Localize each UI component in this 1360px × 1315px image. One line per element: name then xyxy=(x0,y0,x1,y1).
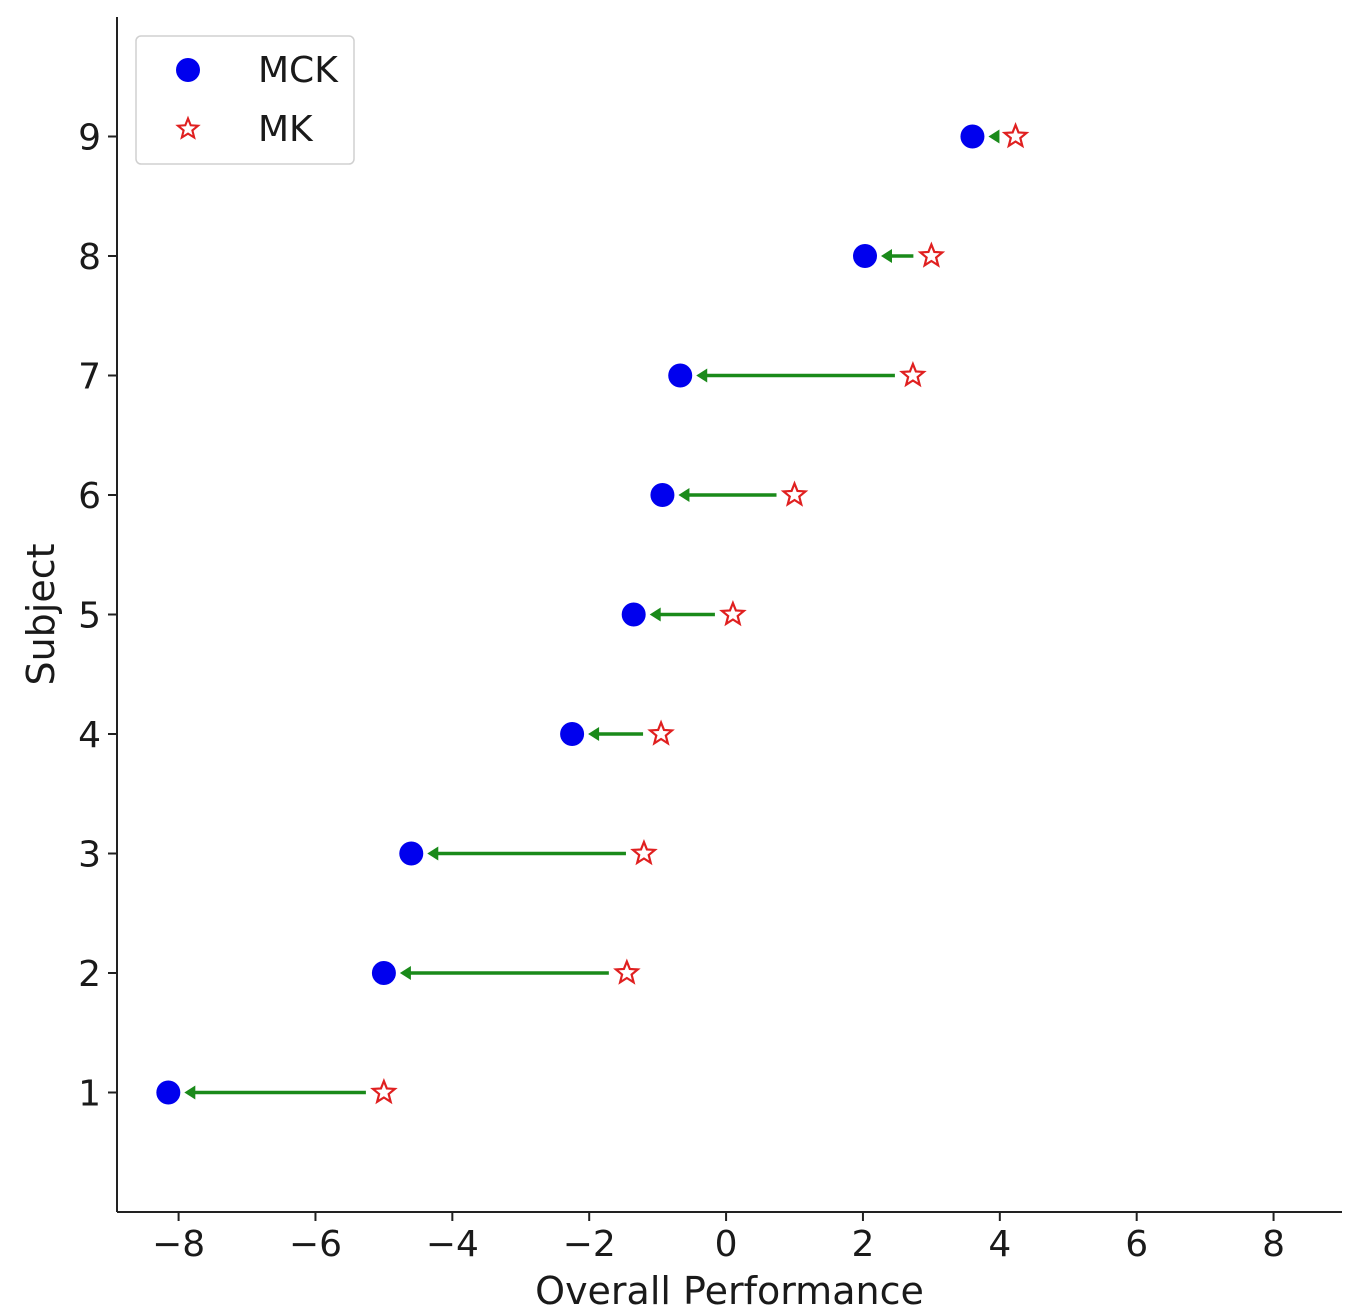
y-tick-label: 1 xyxy=(78,1074,101,1115)
legend-entry-mk: MK xyxy=(175,109,314,150)
arrow-subject-6 xyxy=(678,488,777,502)
point-mk-subject-4 xyxy=(647,719,675,746)
y-tick-label: 2 xyxy=(78,954,101,995)
point-mk-subject-8 xyxy=(917,241,946,268)
point-mck-subject-5 xyxy=(621,602,646,627)
point-mck-subject-9 xyxy=(960,124,985,149)
point-mk-subject-6 xyxy=(780,480,809,507)
x-tick-label: 6 xyxy=(1125,1224,1148,1265)
axes: −8 −6 −4 −2 0 2 4 6 8 1 2 3 4 5 6 7 8 9 Overall Performanc… xyxy=(19,17,1342,1313)
arrow-subject-9 xyxy=(988,129,1000,144)
arrow-subject-5 xyxy=(649,607,715,622)
y-tick-label: 3 xyxy=(78,835,101,876)
point-mck-subject-6 xyxy=(650,483,675,507)
x-tick-label: 2 xyxy=(851,1224,874,1265)
point-mck-subject-8 xyxy=(853,244,878,268)
y-tick-label: 9 xyxy=(78,118,101,159)
point-mk-subject-9 xyxy=(1001,122,1030,149)
point-mck-subject-3 xyxy=(399,841,424,866)
y-tick-label: 7 xyxy=(78,357,101,398)
y-tick-label: 5 xyxy=(78,596,101,637)
arrow-subject-3 xyxy=(427,846,626,861)
point-mck-subject-4 xyxy=(560,722,585,746)
y-tick-label: 4 xyxy=(78,715,101,756)
point-mck-subject-7 xyxy=(668,363,693,388)
x-tick-label: −8 xyxy=(152,1224,205,1265)
x-tick-label: 8 xyxy=(1262,1224,1285,1265)
point-mk-subject-3 xyxy=(630,838,658,866)
point-mck-subject-1 xyxy=(156,1080,181,1105)
x-tick-label: 0 xyxy=(715,1224,738,1265)
x-tick-label: −6 xyxy=(289,1224,342,1265)
legend-label-mk: MK xyxy=(258,109,314,150)
x-tick-label: −4 xyxy=(426,1224,479,1265)
arrow-subject-7 xyxy=(696,368,895,383)
legend-entry-mck: MCK xyxy=(176,50,339,91)
arrow-subject-4 xyxy=(588,727,644,741)
point-mk-subject-2 xyxy=(613,958,641,985)
arrow-subject-1 xyxy=(184,1085,366,1100)
x-axis-label: Overall Performance xyxy=(535,1269,924,1313)
point-mk-subject-1 xyxy=(370,1078,398,1105)
x-tick-label: 4 xyxy=(988,1224,1011,1265)
legend-label-mck: MCK xyxy=(258,50,339,91)
arrows-layer xyxy=(184,129,1000,1100)
legend-marker-mck xyxy=(176,58,200,82)
y-tick-label: 8 xyxy=(78,237,101,278)
x-tick-label: −2 xyxy=(563,1224,616,1265)
point-mk-subject-5 xyxy=(719,600,747,627)
point-mck-subject-2 xyxy=(371,961,396,985)
y-tick-label: 6 xyxy=(78,476,101,517)
legend: MCK MK xyxy=(135,35,355,165)
arrow-subject-2 xyxy=(399,966,609,980)
legend-marker-mk xyxy=(175,115,201,140)
point-mk-subject-7 xyxy=(899,361,927,388)
arrow-subject-8 xyxy=(881,249,914,263)
markers-layer xyxy=(156,122,1030,1105)
y-axis-label: Subject xyxy=(19,543,63,685)
